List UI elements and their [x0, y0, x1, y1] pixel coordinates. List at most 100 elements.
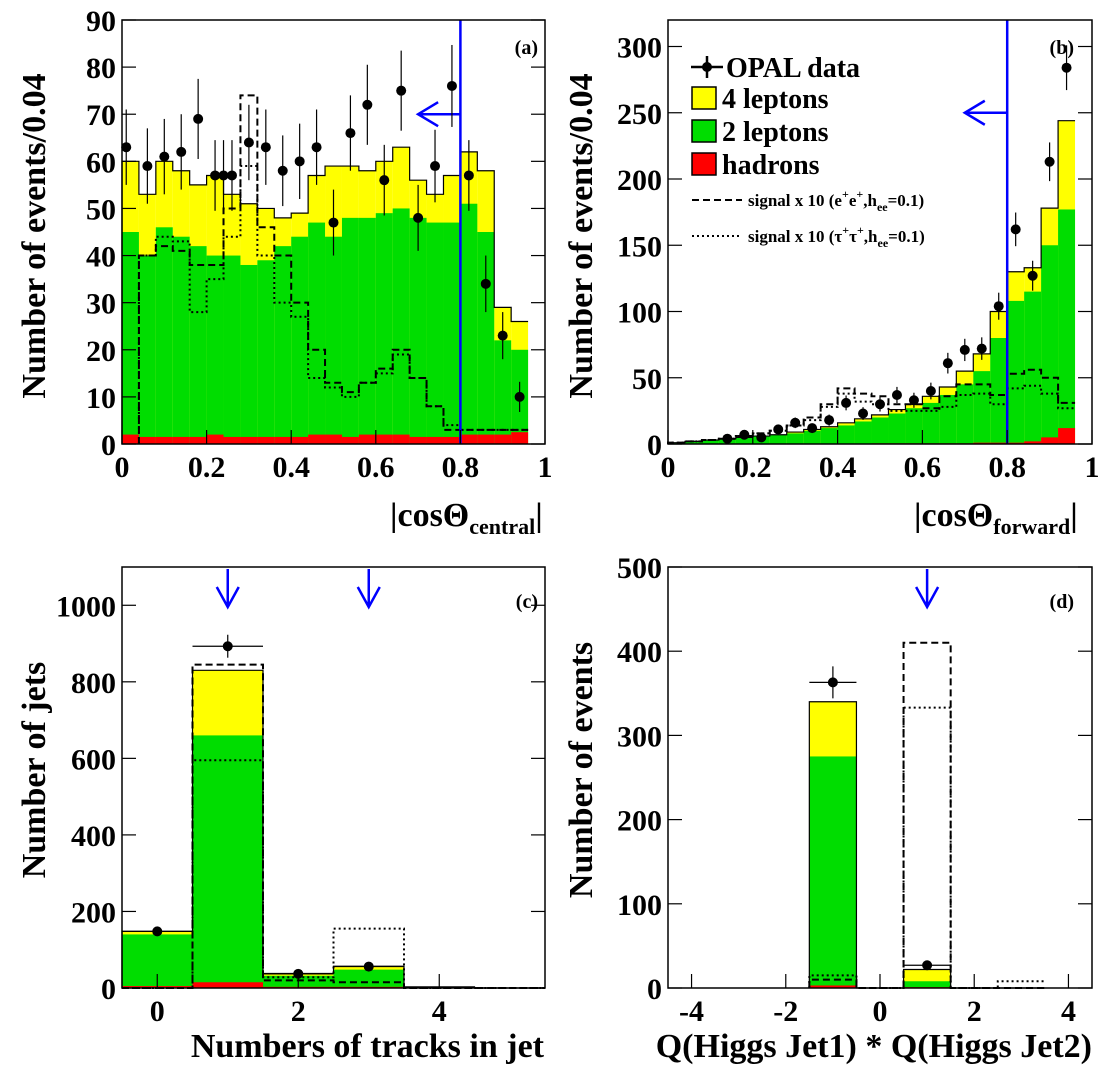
a-ytick-label: 70	[86, 99, 116, 132]
b-data-point	[1061, 62, 1072, 73]
a-hadrons-bar	[511, 432, 529, 444]
c-ytick-label: 0	[101, 973, 116, 1006]
a-data-point	[480, 278, 491, 289]
a-data-point	[497, 330, 508, 341]
legend-hadrons: hadrons	[691, 150, 820, 181]
svg-text:hadrons: hadrons	[722, 150, 820, 181]
c-cut-arrow	[356, 569, 381, 610]
d-ytick-label: 100	[617, 889, 662, 922]
a-data-point	[514, 391, 525, 402]
b-two-leptons-bar	[990, 338, 1008, 444]
d-hadrons-bar	[809, 985, 857, 988]
a-hadrons-bar	[341, 436, 359, 444]
d-ytick-label: 200	[617, 805, 662, 838]
b-ytick-label: 250	[617, 98, 662, 131]
a-data-point	[176, 146, 187, 157]
b-data-point	[925, 386, 936, 396]
a-hadrons-bar	[494, 434, 512, 444]
c-cut-arrow	[215, 569, 240, 610]
b-two-leptons-bar	[1024, 291, 1042, 444]
legend-data: OPAL data	[691, 53, 860, 84]
a-data-point	[311, 142, 322, 153]
b-data-point	[824, 415, 835, 426]
a-xtick-label: 0.6	[357, 451, 395, 484]
a-two-leptons-bar	[358, 217, 376, 444]
d-signal-tautau-line	[808, 706, 1045, 989]
a-ytick-label: 60	[86, 146, 116, 179]
c-ytick-label: 400	[71, 820, 116, 853]
a-data-point	[159, 151, 170, 162]
c-xtick-label: 0	[150, 995, 165, 1028]
a-data-point	[121, 142, 132, 153]
c-two-leptons-bar	[333, 969, 404, 988]
a-hadrons-bar	[375, 434, 393, 444]
c-two-leptons-bar	[192, 735, 263, 988]
a-signal-ee-line	[137, 94, 529, 444]
d-ytick-label: 0	[647, 973, 662, 1006]
b-two-leptons-bar	[905, 408, 923, 444]
d-xtick-label: -2	[773, 995, 798, 1028]
a-cut-arrow	[415, 101, 461, 128]
a-data-point	[142, 161, 153, 172]
b-xtick-label: 0.6	[904, 451, 942, 484]
a-ytick-label: 20	[86, 335, 116, 368]
b-two-leptons-bar	[854, 421, 872, 444]
d-two-leptons-bar	[903, 981, 951, 988]
a-data-point	[260, 142, 271, 153]
a-frame	[121, 19, 546, 445]
b-data-point	[790, 417, 801, 428]
a-data-point	[294, 156, 305, 167]
panel-d-xlabel: Q(Higgs Jet1) * Q(Higgs Jet2)	[656, 1028, 1092, 1065]
a-hadrons-bar	[172, 436, 190, 444]
d-ytick-label: 400	[617, 636, 662, 669]
a-hadrons-bar	[477, 434, 495, 444]
a-hadrons-bar	[325, 434, 342, 444]
a-xtick-label: 0.4	[272, 451, 310, 484]
b-xtick-label: 1	[1085, 451, 1098, 484]
a-two-leptons-bar	[257, 260, 275, 444]
a-two-leptons-bar	[122, 232, 139, 444]
b-ytick-label: 100	[617, 297, 662, 330]
b-two-leptons-bar	[684, 441, 702, 444]
b-two-leptons-bar	[973, 371, 991, 444]
legend: OPAL data 4 leptons 2 leptons hadrons si…	[691, 53, 925, 250]
a-hadrons-bar	[189, 436, 207, 444]
a-two-leptons-bar	[274, 246, 292, 444]
a-two-leptons-bar	[189, 246, 207, 444]
b-ytick-label: 300	[617, 32, 662, 65]
b-data-point	[858, 408, 869, 419]
a-data-point	[226, 170, 237, 181]
a-two-leptons-bar	[494, 340, 512, 444]
a-ytick-label: 30	[86, 288, 116, 321]
a-data-point	[396, 85, 407, 96]
a-data-point	[446, 80, 457, 91]
a-ytick-label: 40	[86, 241, 116, 274]
b-data-point	[908, 395, 919, 406]
panel-b-xlabel: |cosΘforward|	[914, 497, 1078, 539]
b-data-point	[959, 344, 970, 355]
a-two-leptons-bar	[308, 222, 326, 444]
c-data-point	[293, 968, 304, 979]
panel-c-xlabel: Numbers of tracks in jet	[191, 1028, 545, 1065]
a-two-leptons-bar	[375, 213, 393, 444]
b-data-point	[891, 389, 902, 400]
a-ytick-label: 90	[86, 5, 116, 38]
a-data-point	[210, 170, 221, 181]
panel-a: 0 10 20 30 40 50 60 70 80 90 0 0.2 0.4 0.6 0.8 1 Number…	[16, 5, 553, 539]
a-hadrons-bar	[240, 436, 258, 444]
d-xtick-label: 2	[967, 995, 982, 1028]
b-data-point	[841, 397, 852, 408]
a-hadrons-bar	[291, 436, 309, 444]
b-two-leptons-bar	[1041, 245, 1059, 444]
legend-two-leptons: 2 leptons	[691, 117, 829, 148]
a-hadrons-bar	[409, 436, 427, 444]
c-xtick-label: 4	[432, 995, 447, 1028]
a-hadrons-bar	[308, 434, 326, 444]
b-xtick-label: 0.4	[819, 451, 857, 484]
b-two-leptons-bar	[888, 413, 906, 444]
legend-signal-ee: signal x 10 (e+e+,hee=0.1)	[692, 187, 924, 214]
b-data-point	[993, 301, 1004, 312]
svg-text:2 leptons: 2 leptons	[722, 117, 829, 148]
c-ytick-label: 1000	[56, 590, 116, 623]
panel-a-tag: (a)	[515, 37, 538, 59]
